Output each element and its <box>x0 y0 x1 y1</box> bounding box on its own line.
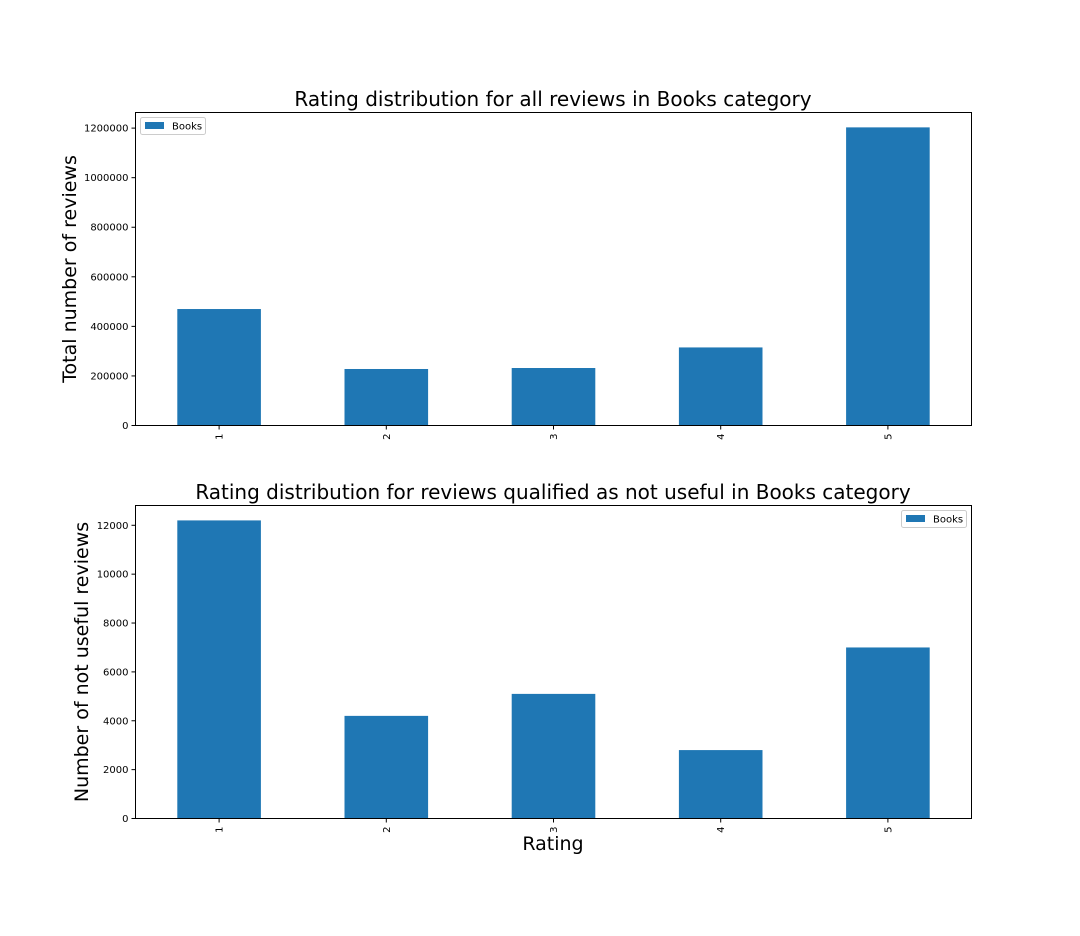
x-axis-label: Rating <box>522 833 583 855</box>
legend-swatch <box>906 515 925 522</box>
legend-label: Books <box>172 122 202 133</box>
y-tick-label: 400000 <box>90 322 128 333</box>
y-tick-label: 2000 <box>103 765 128 776</box>
bar <box>846 647 930 819</box>
legend-box <box>140 117 206 135</box>
y-tick-label: 0 <box>122 421 128 432</box>
y-tick-label: 600000 <box>90 272 128 283</box>
chart-title: Rating distribution for reviews qualifie… <box>195 480 911 504</box>
ticks-group: 1 2 3 4 5 0 2000 4000 6000 8000 10000 12000 <box>97 521 895 833</box>
legend-label: Books <box>933 515 963 526</box>
x-tick-label: 4 <box>716 827 727 833</box>
y-tick-label: 8000 <box>103 619 128 630</box>
x-tick-label: 1 <box>215 827 226 833</box>
ticks-group: 1 2 3 4 5 0 200000 400000 600000 800000 1000000 120… <box>84 124 894 440</box>
bars-group <box>177 520 930 819</box>
x-tick-label: 5 <box>883 434 894 440</box>
y-tick-label: 10000 <box>97 570 129 581</box>
y-tick-label: 1000000 <box>84 173 129 184</box>
bar <box>344 368 429 426</box>
y-tick-label: 4000 <box>103 716 128 727</box>
x-tick-label: 2 <box>382 827 393 833</box>
x-tick-label: 2 <box>382 434 393 440</box>
legend-box <box>901 510 967 528</box>
x-tick-label: 3 <box>549 434 560 440</box>
y-tick-label: 0 <box>122 814 128 825</box>
legend-swatch <box>145 122 164 129</box>
y-tick-label: 200000 <box>90 371 128 382</box>
y-tick-label: 12000 <box>97 521 129 532</box>
y-axis-label: Number of not useful reviews <box>71 522 93 802</box>
y-tick-label: 1200000 <box>84 124 129 135</box>
bar <box>678 750 763 819</box>
bar <box>177 309 261 426</box>
y-tick-label: 800000 <box>90 223 128 234</box>
chart-not-useful-reviews: Rating distribution for reviews qualifie… <box>71 480 972 855</box>
x-tick-label: 5 <box>883 827 894 833</box>
y-axis-label: Total number of reviews <box>59 155 81 384</box>
bar <box>678 347 763 426</box>
bar <box>846 127 930 426</box>
chart-all-reviews: Rating distribution for all reviews in B… <box>59 87 972 440</box>
bars-group <box>177 127 930 426</box>
plot-frame <box>135 112 972 426</box>
bar <box>511 693 596 819</box>
x-tick-label: 4 <box>716 434 727 440</box>
y-tick-label: 6000 <box>103 667 128 678</box>
bar <box>177 520 261 819</box>
bar <box>511 368 596 426</box>
bar <box>344 715 429 819</box>
plot-frame <box>135 505 972 819</box>
x-tick-label: 1 <box>215 434 226 440</box>
legend: Books <box>901 510 967 528</box>
x-tick-label: 3 <box>549 827 560 833</box>
chart-title: Rating distribution for all reviews in B… <box>294 87 811 111</box>
legend: Books <box>140 117 206 135</box>
